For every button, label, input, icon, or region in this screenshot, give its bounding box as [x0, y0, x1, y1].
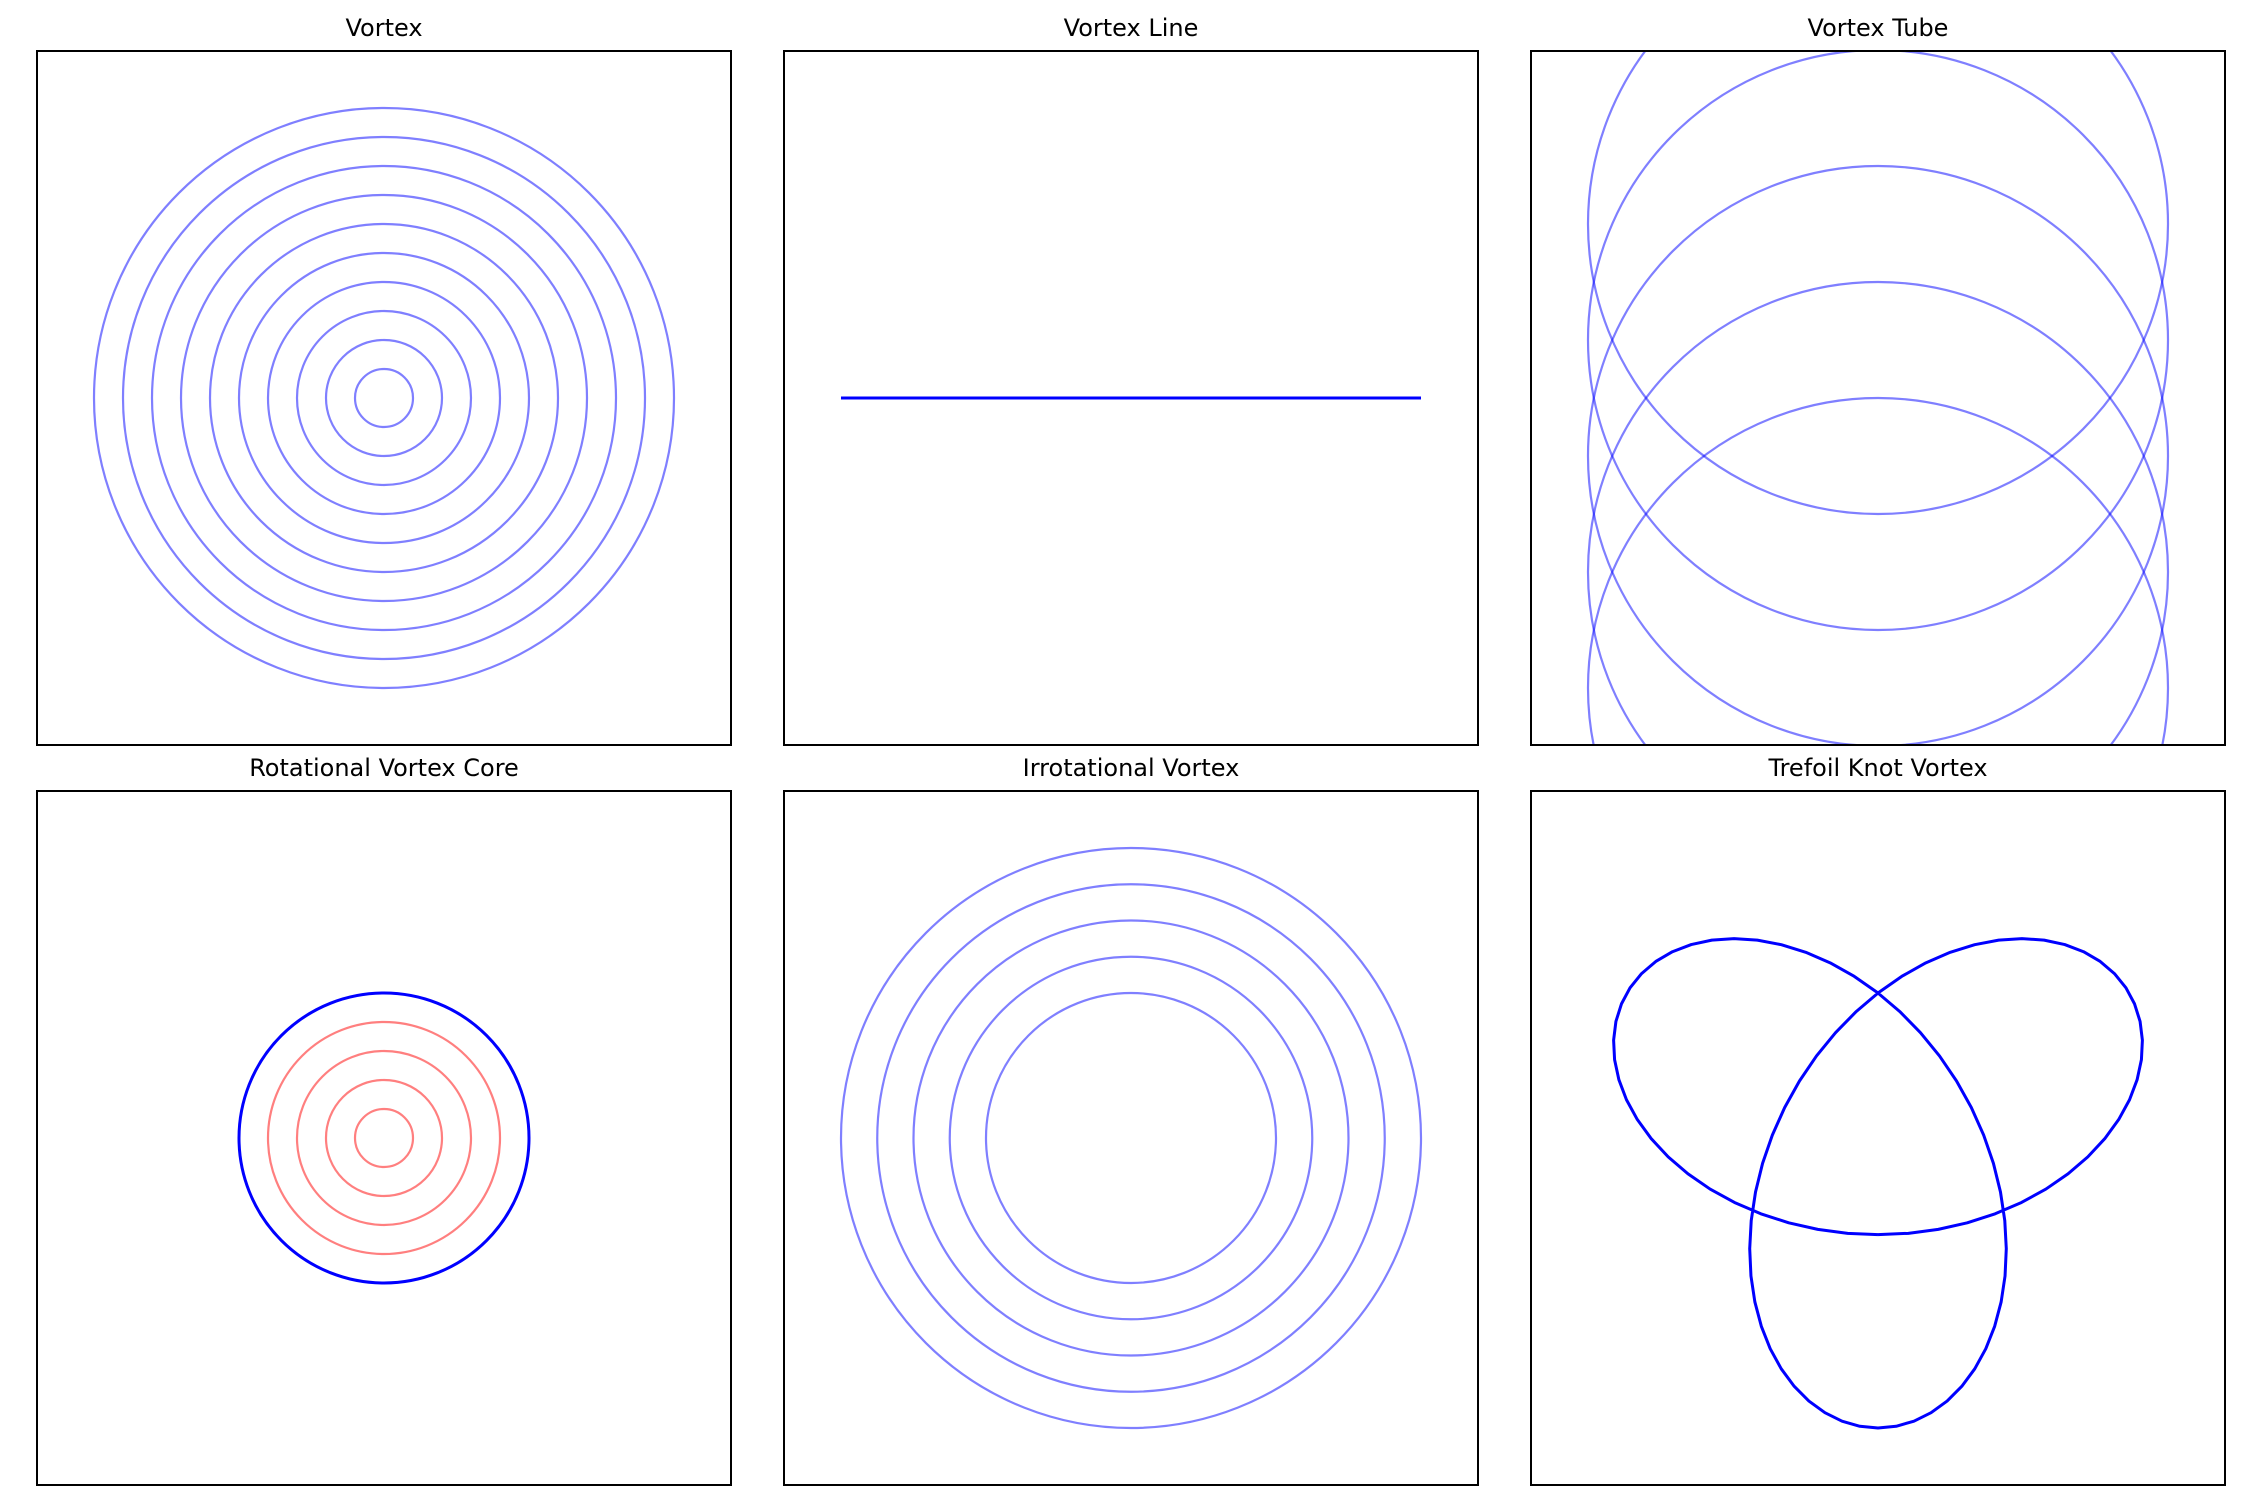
plot-marks [92, 106, 676, 690]
panel-title: Vortex Tube [1807, 14, 1949, 42]
vortex-circle [237, 991, 531, 1285]
trefoil-knot-vortex-panel [1530, 790, 2226, 1486]
axes-frame [783, 790, 1479, 1486]
vortex-circle [150, 164, 618, 632]
plot-area [36, 790, 732, 1486]
vortex-circle [353, 1107, 415, 1169]
plot-marks [839, 846, 1423, 1430]
panel-title: Rotational Vortex Core [249, 754, 519, 782]
tube-circle [1586, 280, 2170, 746]
axes-frame [783, 50, 1479, 746]
plot-area [1530, 50, 2226, 746]
plot-marks [237, 991, 531, 1285]
vortex-circle [266, 280, 502, 516]
plot-marks [1586, 50, 2170, 746]
plot-marks [1612, 937, 2144, 1430]
plot-area [36, 50, 732, 746]
plot-area [783, 790, 1479, 1486]
panel-title: Trefoil Knot Vortex [1768, 754, 1988, 782]
plot-area [1530, 790, 2226, 1486]
vortex-circle [266, 1020, 502, 1256]
tube-circle [1586, 50, 2170, 632]
panel-title: Irrotational Vortex [1022, 754, 1240, 782]
vortex-circle [984, 991, 1278, 1285]
vortex-circle [179, 193, 589, 603]
tube-circle [1586, 50, 2170, 516]
vortex-circle [295, 309, 473, 487]
vortex-circle [839, 846, 1423, 1430]
vortex-circle [237, 251, 531, 545]
vortex-circle [295, 1049, 473, 1227]
vortex-circle [121, 135, 647, 661]
vortex-circle [948, 955, 1314, 1321]
irrotational-vortex-panel [783, 790, 1479, 1486]
trefoil-curve [1612, 937, 2144, 1430]
axes-frame [1530, 790, 2226, 1486]
axes-frame [1530, 50, 2226, 746]
tube-circle [1586, 396, 2170, 746]
vortex-circle [92, 106, 676, 690]
vortex-panel [36, 50, 732, 746]
vortex-circle [876, 883, 1386, 1393]
panel-title: Vortex Line [1063, 14, 1199, 42]
vortex-line-panel [783, 50, 1479, 746]
plot-area [783, 50, 1479, 746]
vortex-circle [912, 919, 1350, 1357]
vortex-circle [324, 1078, 444, 1198]
vortex-circle [353, 367, 415, 429]
axes-frame [36, 790, 732, 1486]
axes-frame [36, 50, 732, 746]
vortex-circle [324, 338, 444, 458]
vortex-tube-panel [1530, 50, 2226, 746]
panel-title: Vortex [345, 14, 423, 42]
vortex-circle [208, 222, 560, 574]
tube-circle [1586, 164, 2170, 746]
rotational-vortex-core-panel [36, 790, 732, 1486]
